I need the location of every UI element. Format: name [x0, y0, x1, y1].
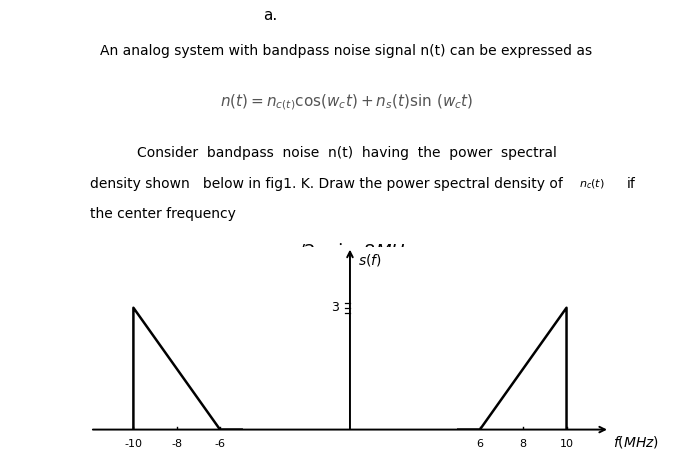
- Text: -8: -8: [171, 439, 182, 448]
- Text: $f(MHz)$: $f(MHz)$: [613, 435, 659, 451]
- Text: a.: a.: [263, 8, 278, 23]
- Text: 6: 6: [476, 439, 484, 448]
- Text: 8: 8: [520, 439, 527, 448]
- Text: $n(t) = n_{c(t)}\cos(w_c t) + n_s(t)\sin\,(w_c t)$: $n(t) = n_{c(t)}\cos(w_c t) + n_s(t)\sin…: [220, 92, 473, 112]
- Text: the center frequency: the center frequency: [90, 207, 236, 221]
- Text: 3: 3: [331, 301, 339, 314]
- Text: density shown   below in fig1. K. Draw the power spectral density of: density shown below in fig1. K. Draw the…: [90, 176, 563, 191]
- Text: -6: -6: [215, 439, 225, 448]
- Text: Consider  bandpass  noise  n(t)  having  the  power  spectral: Consider bandpass noise n(t) having the …: [137, 146, 556, 160]
- Text: $s(f)$: $s(f)$: [358, 252, 381, 268]
- Text: if: if: [627, 176, 636, 191]
- Text: 10: 10: [559, 439, 574, 448]
- Text: $n_c(t)$: $n_c(t)$: [579, 178, 604, 191]
- Text: $w_c/2\pi$  is  $8MHz$: $w_c/2\pi$ is $8MHz$: [277, 240, 416, 261]
- Text: An analog system with bandpass noise signal n(t) can be expressed as: An analog system with bandpass noise sig…: [100, 43, 593, 58]
- Text: -10: -10: [125, 439, 142, 448]
